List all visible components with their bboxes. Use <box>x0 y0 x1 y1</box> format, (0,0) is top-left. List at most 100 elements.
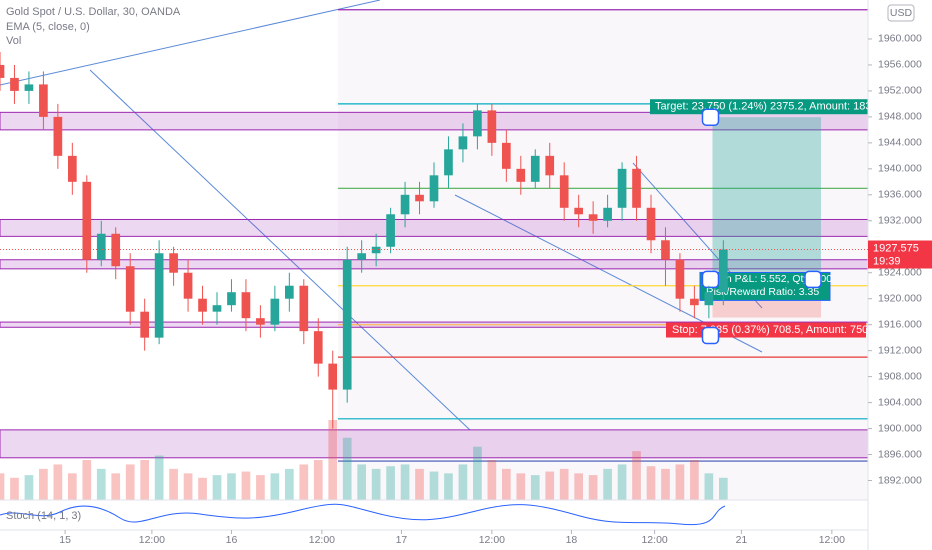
indicator-label: Vol <box>6 35 21 47</box>
target-label: Target: 23.750 (1.24%) 2375.2, Amount: 1… <box>655 101 887 113</box>
candle-body <box>690 298 699 306</box>
volume-bar <box>299 464 309 500</box>
x-tick-label: 15 <box>59 534 71 546</box>
x-tick-label: 12:00 <box>819 534 845 546</box>
volume-bar <box>501 468 511 500</box>
volume-bar <box>10 477 19 500</box>
volume-bar <box>444 473 453 500</box>
candle-body <box>516 168 526 182</box>
volume-bar <box>371 468 381 500</box>
volume-bar <box>270 473 280 500</box>
candle-body <box>501 142 511 169</box>
volume-bar <box>415 468 424 500</box>
candle-body <box>458 136 468 150</box>
volume-bar <box>690 460 699 500</box>
candle-body <box>241 292 251 319</box>
volume-bar <box>357 464 367 500</box>
handle[interactable] <box>701 108 720 126</box>
volume-bar <box>342 437 352 500</box>
volume-bar <box>125 464 135 500</box>
candle-body <box>371 246 381 254</box>
volume-bar <box>313 460 323 500</box>
candle-body <box>284 285 294 299</box>
x-tick-label: 12:00 <box>139 534 165 546</box>
candle-body <box>386 214 395 247</box>
y-tick-label: 1896.000 <box>878 448 922 460</box>
candle-body <box>646 207 656 241</box>
handle[interactable] <box>701 270 720 289</box>
y-tick-label: 1912.000 <box>878 344 922 356</box>
volume-bar <box>39 468 48 500</box>
candle-body <box>111 233 121 267</box>
y-tick-label: 1932.000 <box>878 215 922 227</box>
volume-bar <box>183 473 193 500</box>
countdown: 19:39 <box>873 255 901 267</box>
volume-bar <box>96 468 106 500</box>
candle-body <box>530 155 540 182</box>
trend-line <box>0 0 381 86</box>
stop-label: Stop: 7.085 (0.37%) 708.5, Amount: 750 <box>672 324 868 336</box>
volume-bar <box>67 473 77 500</box>
candle-body <box>559 175 569 208</box>
volume-bar <box>473 446 482 500</box>
volume-bar <box>574 473 584 500</box>
handle[interactable] <box>701 326 720 345</box>
currency: USD <box>890 7 913 19</box>
candle-body <box>400 194 410 215</box>
currency-badge[interactable] <box>887 4 915 22</box>
candle-body <box>718 249 728 293</box>
volume-bar <box>256 475 265 500</box>
candle-body <box>675 259 685 299</box>
indicator-label: Stoch (14, 1, 3) <box>6 510 81 522</box>
candle-body <box>140 311 150 338</box>
candle-body <box>617 168 627 208</box>
x-tick-label: 16 <box>226 534 238 546</box>
volume-bar <box>516 473 526 500</box>
volume-bar <box>545 471 555 500</box>
last-price: 1927.575 <box>873 242 919 254</box>
y-tick-label: 1924.000 <box>878 267 922 279</box>
handle[interactable] <box>804 270 822 289</box>
candle-body <box>67 155 77 182</box>
stoch-line <box>0 503 726 526</box>
volume-bar <box>661 468 670 500</box>
volume-bar <box>241 471 251 500</box>
y-tick-label: 1908.000 <box>878 370 922 382</box>
volume-bar <box>617 464 627 500</box>
candle-body <box>444 149 453 176</box>
y-tick-label: 1952.000 <box>878 85 922 97</box>
volume-bar <box>429 471 439 500</box>
volume-bar <box>704 473 714 500</box>
candle-body <box>473 110 482 137</box>
candle-body <box>154 253 164 338</box>
indicator-label: EMA (5, close, 0) <box>6 21 90 33</box>
candle-body <box>183 272 193 299</box>
candle-body <box>415 194 424 202</box>
volume-bar <box>646 466 656 500</box>
candle-body <box>227 292 236 306</box>
volume-bar <box>111 473 121 500</box>
y-tick-label: 1900.000 <box>878 422 922 434</box>
candle-body <box>299 285 309 332</box>
candle-body <box>212 305 222 312</box>
candle-body <box>96 233 106 260</box>
volume-bar <box>227 473 236 500</box>
volume-bar <box>140 460 150 500</box>
pnl-label: Open P&L: 5.552, Qty: 100 <box>706 273 832 285</box>
candle-body <box>342 259 352 390</box>
y-tick-label: 1936.000 <box>878 189 922 201</box>
volume-bar <box>400 464 410 500</box>
x-tick-label: 21 <box>736 534 748 546</box>
last-price-bg <box>868 240 932 269</box>
candle-body <box>545 155 555 176</box>
candle-body <box>82 181 92 260</box>
volume-bar <box>588 475 598 500</box>
volume-bar <box>154 455 164 500</box>
candle-body <box>53 116 63 156</box>
y-tick-label: 1892.000 <box>878 474 922 486</box>
volume-bar <box>82 460 92 500</box>
y-tick-label: 1920.000 <box>878 292 922 304</box>
volume-bar <box>603 468 612 500</box>
volume-bar <box>718 477 728 500</box>
chart-title: Gold Spot / U.S. Dollar, 30, OANDA <box>6 6 181 18</box>
